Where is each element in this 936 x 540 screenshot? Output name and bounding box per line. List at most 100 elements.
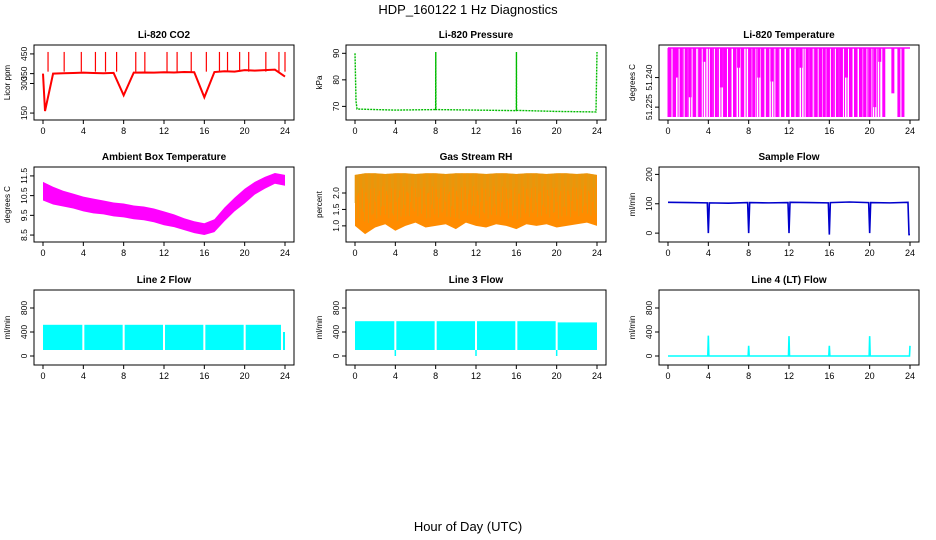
y-tick-label: 0 xyxy=(331,353,341,358)
x-tick-label: 0 xyxy=(40,126,45,136)
y-axis-label: degrees C xyxy=(3,186,12,223)
y-tick-label: 80 xyxy=(331,75,341,85)
flow-segment xyxy=(396,321,435,350)
flow-segment xyxy=(355,321,395,350)
chart-title: Gas Stream RH xyxy=(440,152,513,163)
chart-panel-6: Sample Flow ml/min 0 4 8 12 16 20 24 0 100 200 xyxy=(628,152,920,258)
y-axis: 8.5 9.5 10.5 11.5 xyxy=(19,168,34,241)
chart-title: Sample Flow xyxy=(758,152,819,163)
x-tick-label: 0 xyxy=(665,126,670,136)
y-tick-label: 2.0 xyxy=(331,187,341,199)
y-tick-label: 90 xyxy=(331,48,341,58)
x-tick-label: 4 xyxy=(393,126,398,136)
x-tick-label: 16 xyxy=(199,371,209,381)
y-axis-label: ml/min xyxy=(3,316,12,340)
x-tick-label: 4 xyxy=(81,371,86,381)
flow-segment xyxy=(245,324,281,350)
flow-segment xyxy=(124,324,163,350)
x-tick-label: 20 xyxy=(240,248,250,258)
chart-title: Line 3 Flow xyxy=(449,275,504,286)
x-tick-label: 0 xyxy=(40,371,45,381)
y-tick-label: 51.225 xyxy=(644,94,654,120)
y-tick-label: 400 xyxy=(644,325,654,339)
x-tick-label: 24 xyxy=(280,126,290,136)
x-tick-label: 16 xyxy=(511,126,521,136)
figure-x-axis-label: Hour of Day (UTC) xyxy=(413,519,523,534)
series-line xyxy=(668,335,911,357)
y-tick-label: 300 xyxy=(19,76,29,90)
y-axis-label: ml/min xyxy=(315,316,324,340)
chart-title: Li-820 CO2 xyxy=(138,30,191,41)
x-tick-label: 0 xyxy=(352,371,357,381)
x-tick-label: 20 xyxy=(552,126,562,136)
x-tick-label: 24 xyxy=(592,126,602,136)
y-tick-label: 0 xyxy=(644,353,654,358)
chart-panel-3: Li-820 Temperature degrees C 0 4 8 12 16 20 24 51… xyxy=(628,30,920,136)
series-layer xyxy=(43,324,285,350)
x-tick-label: 0 xyxy=(40,248,45,258)
x-tick-label: 12 xyxy=(784,248,794,258)
x-tick-label: 12 xyxy=(784,126,794,136)
x-tick-label: 16 xyxy=(824,371,834,381)
y-axis: 0 400 800 xyxy=(19,301,34,358)
y-axis-label: ml/min xyxy=(628,316,637,340)
x-tick-label: 8 xyxy=(121,371,126,381)
flow-segment xyxy=(165,324,204,350)
flow-segment xyxy=(84,324,123,350)
y-tick-label: 150 xyxy=(19,106,29,120)
chart-panel-9: Line 4 (LT) Flow ml/min 0 4 8 12 16 20 24 0 400 800 xyxy=(628,275,920,381)
x-tick-label: 12 xyxy=(471,248,481,258)
x-tick-label: 8 xyxy=(433,371,438,381)
co2-series-line xyxy=(42,68,286,112)
x-tick-label: 8 xyxy=(746,371,751,381)
flow-segment xyxy=(477,321,516,350)
y-axis: 0 400 800 xyxy=(644,301,659,358)
chart-title: Li-820 Pressure xyxy=(439,30,514,41)
chart-panel-4: Ambient Box Temperature degrees C 0 4 8 12 16 2… xyxy=(3,152,295,258)
x-tick-label: 16 xyxy=(511,371,521,381)
y-tick-label: 0 xyxy=(644,230,654,235)
y-tick-label: 400 xyxy=(331,325,341,339)
figure-title: HDP_160122 1 Hz Diagnostics xyxy=(378,2,558,17)
x-tick-label: 8 xyxy=(433,248,438,258)
series-line xyxy=(667,201,910,236)
y-tick-label: 0 xyxy=(19,353,29,358)
x-tick-label: 16 xyxy=(199,126,209,136)
y-axis-label: kPa xyxy=(315,75,324,89)
y-tick-label: 450 xyxy=(19,47,29,61)
y-tick-label: 400 xyxy=(19,325,29,339)
x-tick-label: 4 xyxy=(706,371,711,381)
x-tick-label: 20 xyxy=(552,248,562,258)
y-axis: 0 100 200 xyxy=(644,167,659,235)
y-axis-label: degrees C xyxy=(628,64,637,101)
x-axis: 0 4 8 12 16 20 24 xyxy=(352,242,602,258)
x-axis: 0 4 8 12 16 20 24 xyxy=(40,365,290,381)
x-tick-label: 8 xyxy=(121,126,126,136)
x-axis: 0 4 8 12 16 20 24 xyxy=(40,120,290,136)
y-tick-label: 350 xyxy=(19,66,29,80)
x-tick-label: 0 xyxy=(352,248,357,258)
series-layer xyxy=(667,201,910,236)
x-tick-label: 16 xyxy=(511,248,521,258)
y-tick-label: 8.5 xyxy=(19,229,29,241)
x-tick-label: 4 xyxy=(393,248,398,258)
chart-title: Ambient Box Temperature xyxy=(102,152,227,163)
x-tick-label: 12 xyxy=(159,248,169,258)
chart-title: Line 2 Flow xyxy=(137,275,192,286)
x-tick-label: 20 xyxy=(865,248,875,258)
series-layer xyxy=(354,51,598,113)
y-tick-label: 11.5 xyxy=(19,168,29,184)
flow-segment xyxy=(436,321,475,350)
x-tick-label: 24 xyxy=(280,248,290,258)
x-tick-label: 4 xyxy=(706,248,711,258)
series-layer xyxy=(43,172,285,236)
series-layer xyxy=(354,173,597,235)
y-tick-label: 1.5 xyxy=(331,203,341,215)
x-tick-label: 4 xyxy=(81,248,86,258)
x-tick-label: 4 xyxy=(706,126,711,136)
y-tick-label: 10.5 xyxy=(19,187,29,204)
y-tick-label: 51.240 xyxy=(644,64,654,90)
x-tick-label: 24 xyxy=(592,371,602,381)
y-axis-label: percent xyxy=(315,190,324,217)
